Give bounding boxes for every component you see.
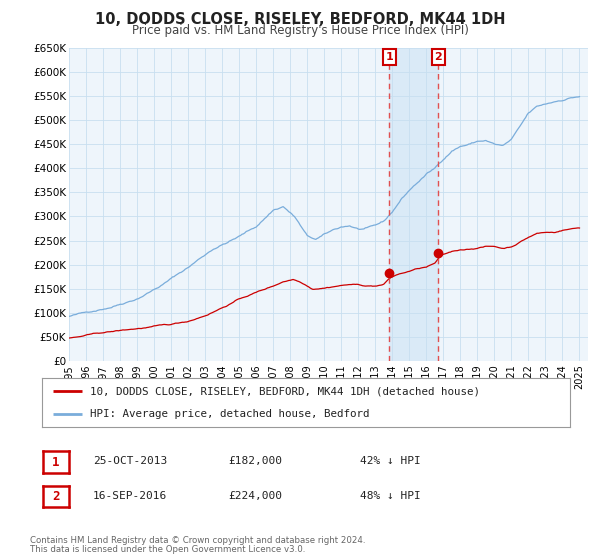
Text: This data is licensed under the Open Government Licence v3.0.: This data is licensed under the Open Gov… — [30, 545, 305, 554]
Text: 16-SEP-2016: 16-SEP-2016 — [93, 491, 167, 501]
Text: 2: 2 — [434, 52, 442, 62]
Text: HPI: Average price, detached house, Bedford: HPI: Average price, detached house, Bedf… — [89, 409, 369, 419]
Text: Contains HM Land Registry data © Crown copyright and database right 2024.: Contains HM Land Registry data © Crown c… — [30, 536, 365, 545]
Text: £182,000: £182,000 — [228, 456, 282, 466]
Text: 10, DODDS CLOSE, RISELEY, BEDFORD, MK44 1DH: 10, DODDS CLOSE, RISELEY, BEDFORD, MK44 … — [95, 12, 505, 27]
Text: 1: 1 — [385, 52, 393, 62]
Text: 1: 1 — [52, 455, 60, 469]
Text: 2: 2 — [52, 489, 60, 503]
Text: 10, DODDS CLOSE, RISELEY, BEDFORD, MK44 1DH (detached house): 10, DODDS CLOSE, RISELEY, BEDFORD, MK44 … — [89, 386, 479, 396]
Bar — [389, 48, 439, 361]
Text: £224,000: £224,000 — [228, 491, 282, 501]
Text: Price paid vs. HM Land Registry's House Price Index (HPI): Price paid vs. HM Land Registry's House … — [131, 24, 469, 37]
Text: 42% ↓ HPI: 42% ↓ HPI — [360, 456, 421, 466]
Text: 25-OCT-2013: 25-OCT-2013 — [93, 456, 167, 466]
Text: 48% ↓ HPI: 48% ↓ HPI — [360, 491, 421, 501]
